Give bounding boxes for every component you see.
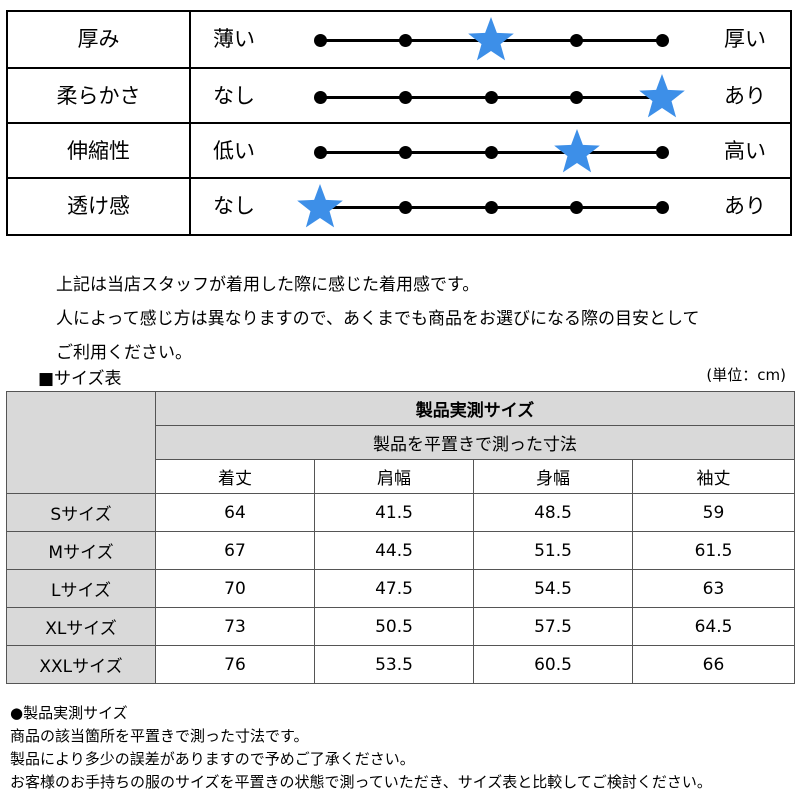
feel-right-label: あり (724, 179, 766, 234)
scale-dot (656, 201, 669, 214)
feel-right-label: 厚い (724, 12, 766, 67)
scale-dot (485, 91, 498, 104)
note-line: 人によって感じ方は異なりますので、あくまでも商品をお選びになる際の目安として (56, 302, 699, 336)
rating-star-icon (552, 127, 602, 177)
size-label: Lサイズ (7, 570, 156, 608)
scale-dot (656, 34, 669, 47)
cell: 47.5 (315, 570, 474, 608)
scale-dot (570, 91, 583, 104)
cell: 64 (156, 494, 315, 532)
feel-left-label: 低い (213, 124, 255, 179)
cell: 66 (633, 646, 795, 684)
feel-label: 透け感 (8, 179, 189, 234)
feel-right-label: 高い (724, 124, 766, 179)
cell: 60.5 (474, 646, 633, 684)
rating-star-icon (295, 182, 345, 232)
cell: 76 (156, 646, 315, 684)
feel-label: 厚み (8, 12, 189, 67)
cell: 70 (156, 570, 315, 608)
table-row: Mサイズ 67 44.5 51.5 61.5 (7, 532, 795, 570)
size-table: 製品実測サイズ 製品を平置きで測った寸法 着丈 肩幅 身幅 袖丈 Sサイズ 64… (6, 391, 795, 684)
scale-dot (399, 201, 412, 214)
feel-label: 柔らかさ (8, 69, 189, 124)
cell: 67 (156, 532, 315, 570)
cell: 44.5 (315, 532, 474, 570)
feel-row-stretch: 伸縮性 低い 高い (8, 124, 790, 179)
cell: 48.5 (474, 494, 633, 532)
scale-dot (570, 201, 583, 214)
cell: 50.5 (315, 608, 474, 646)
column-header: 着丈 (156, 460, 315, 494)
scale-dot (485, 201, 498, 214)
corner-cell (7, 392, 156, 494)
cell: 57.5 (474, 608, 633, 646)
feel-row-softness: 柔らかさ なし あり (8, 69, 790, 124)
note-line: 上記は当店スタッフが着用した際に感じた着用感です。 (56, 268, 699, 302)
scale-dot (314, 34, 327, 47)
wear-note: 上記は当店スタッフが着用した際に感じた着用感です。 人によって感じ方は異なります… (56, 268, 699, 370)
footnote-line: 製品により多少の誤差がありますので予めご了承ください。 (10, 748, 712, 771)
column-header: 身幅 (474, 460, 633, 494)
size-label: XXLサイズ (7, 646, 156, 684)
table-row: Sサイズ 64 41.5 48.5 59 (7, 494, 795, 532)
feel-chart: 厚み 薄い 厚い 柔らかさ なし あり 伸縮性 低い 高い 透け感 なし あり (6, 10, 792, 236)
group-subtitle: 製品を平置きで測った寸法 (156, 426, 795, 460)
cell: 63 (633, 570, 795, 608)
feel-row-thickness: 厚み 薄い 厚い (8, 12, 790, 67)
feel-left-label: なし (213, 179, 255, 234)
scale-dot (399, 91, 412, 104)
feel-left-label: 薄い (213, 12, 255, 67)
footnote-line: お客様のお手持ちの服のサイズを平置きの状態で測っていただき、サイズ表と比較してご… (10, 771, 712, 794)
group-title: 製品実測サイズ (156, 392, 795, 426)
scale-dot (570, 34, 583, 47)
table-row: XXLサイズ 76 53.5 60.5 66 (7, 646, 795, 684)
cell: 59 (633, 494, 795, 532)
scale-dot (399, 146, 412, 159)
size-label: Mサイズ (7, 532, 156, 570)
feel-left-label: なし (213, 69, 255, 124)
scale-dot (485, 146, 498, 159)
size-label: XLサイズ (7, 608, 156, 646)
rating-star-icon (466, 15, 516, 65)
scale-dot (656, 146, 669, 159)
size-table-heading: ■サイズ表 (38, 364, 122, 389)
cell: 41.5 (315, 494, 474, 532)
feel-right-label: あり (724, 69, 766, 124)
rating-star-icon (637, 72, 687, 122)
cell: 54.5 (474, 570, 633, 608)
footnote-title: ●製品実測サイズ (10, 702, 712, 725)
table-row: XLサイズ 73 50.5 57.5 64.5 (7, 608, 795, 646)
feel-label: 伸縮性 (8, 124, 189, 179)
cell: 61.5 (633, 532, 795, 570)
scale-dot (314, 91, 327, 104)
column-header: 肩幅 (315, 460, 474, 494)
size-table-unit: (単位：cm) (706, 364, 786, 385)
footnote: ●製品実測サイズ 商品の該当箇所を平置きで測った寸法です。 製品により多少の誤差… (10, 702, 712, 794)
size-label: Sサイズ (7, 494, 156, 532)
cell: 73 (156, 608, 315, 646)
column-header: 袖丈 (633, 460, 795, 494)
cell: 51.5 (474, 532, 633, 570)
note-line: ご利用ください。 (56, 336, 699, 370)
feel-row-sheerness: 透け感 なし あり (8, 179, 790, 234)
table-row: Lサイズ 70 47.5 54.5 63 (7, 570, 795, 608)
cell: 64.5 (633, 608, 795, 646)
footnote-line: 商品の該当箇所を平置きで測った寸法です。 (10, 725, 712, 748)
cell: 53.5 (315, 646, 474, 684)
scale-dot (399, 34, 412, 47)
scale-dot (314, 146, 327, 159)
